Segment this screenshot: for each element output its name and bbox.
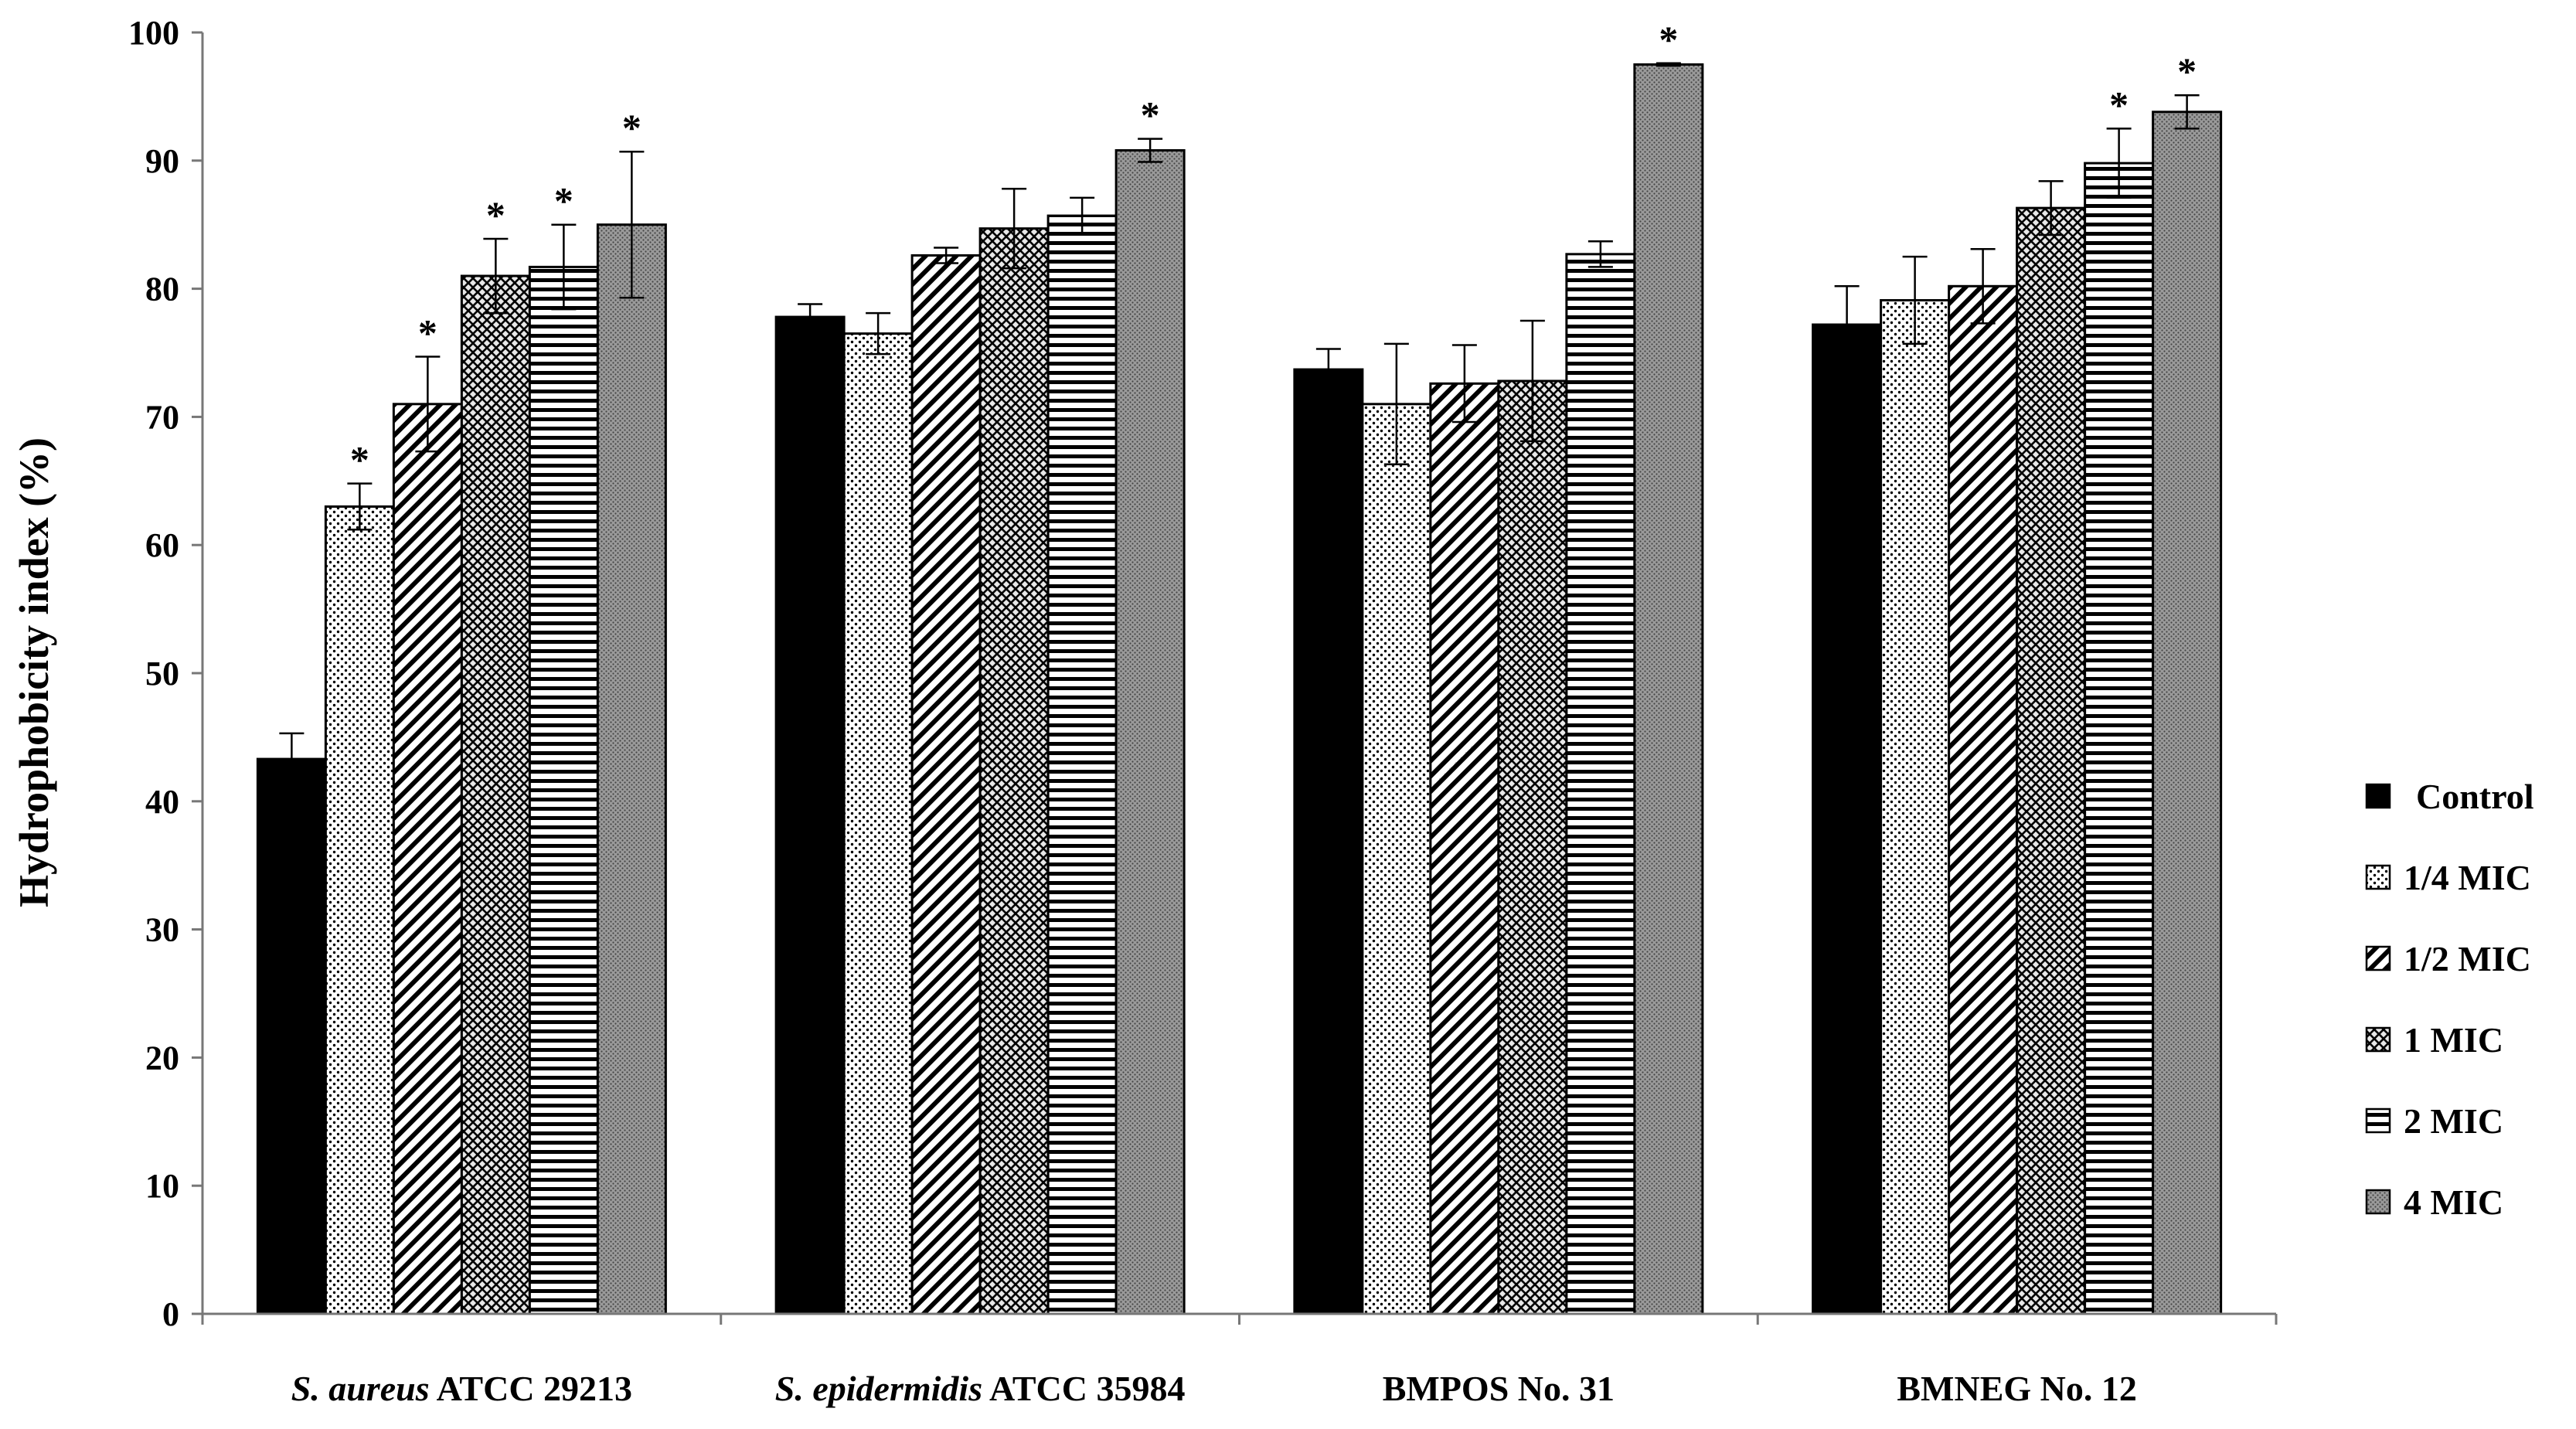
bar-2-mic-cat0	[528, 265, 599, 1315]
legend-label: 2 MIC	[2404, 1101, 2503, 1141]
y-axis-title: Hydrophobicity index (%)	[11, 437, 57, 907]
bar-control-cat3	[1812, 323, 1883, 1315]
y-tick-label: 70	[145, 398, 179, 436]
significance-marker: *	[350, 438, 369, 481]
bar-1-mic-cat3	[2016, 206, 2087, 1315]
bar-1-2-mic-cat1	[910, 253, 982, 1315]
bar-control-cat2	[1293, 368, 1364, 1315]
bar-2-mic-cat3	[2084, 162, 2155, 1315]
bar-1-4-mic-cat2	[1361, 403, 1432, 1315]
bar-1-mic-cat0	[460, 274, 531, 1315]
bar-1-2-mic-cat3	[1948, 284, 2019, 1315]
legend-swatch	[2365, 1026, 2391, 1053]
bar-1-4-mic-cat0	[324, 505, 395, 1315]
bar-4-mic-cat3	[2152, 111, 2223, 1315]
category-label-text: ATCC 29213	[430, 1369, 632, 1408]
y-tick-label: 20	[145, 1039, 179, 1077]
y-tick-label: 40	[145, 783, 179, 821]
bar-4-mic-cat0	[596, 223, 667, 1315]
legend-label: 1/4 MIC	[2404, 858, 2531, 897]
significance-marker: *	[1659, 18, 1678, 61]
category-label-italic: S. epidermidis	[775, 1369, 982, 1408]
bar-4-mic-cat1	[1114, 149, 1186, 1315]
bars-layer: * * * * * * * * *	[256, 18, 2223, 1315]
bar-2-mic-cat1	[1046, 214, 1118, 1315]
y-tick-label: 30	[145, 911, 179, 949]
significance-marker: *	[1141, 94, 1160, 137]
bar-1-4-mic-cat1	[842, 332, 914, 1315]
category-label: BMPOS No. 31	[1383, 1369, 1615, 1408]
category-label-italic: S. aureus	[291, 1369, 430, 1408]
legend-swatch	[2365, 945, 2391, 971]
bar-2-mic-cat2	[1565, 253, 1636, 1315]
category-label: S. epidermidis ATCC 35984	[775, 1369, 1186, 1408]
bar-control-cat0	[256, 757, 327, 1315]
y-tick-label: 90	[145, 142, 179, 180]
bar-1-mic-cat1	[978, 227, 1050, 1315]
significance-marker: *	[2109, 83, 2129, 126]
category-label-text: ATCC 35984	[982, 1369, 1185, 1408]
y-axis-title-group: Hydrophobicity index (%)	[11, 437, 57, 907]
legend-swatch	[2365, 1189, 2391, 1215]
y-ticks-layer: 0 10 20 30 40 50 60 70 80 90 100	[128, 14, 202, 1333]
significance-marker: *	[2177, 49, 2197, 93]
category-label: BMNEG No. 12	[1897, 1369, 2137, 1408]
y-tick-label: 80	[145, 270, 179, 308]
category-label-text: BMPOS No. 31	[1383, 1369, 1615, 1408]
significance-marker: *	[486, 193, 505, 236]
y-tick-label: 50	[145, 655, 179, 692]
y-tick-label: 100	[128, 14, 179, 52]
bar-1-2-mic-cat2	[1429, 382, 1500, 1315]
legend-label: 1/2 MIC	[2404, 939, 2531, 978]
significance-marker: *	[622, 106, 641, 149]
bar-1-2-mic-cat0	[392, 403, 463, 1315]
category-label-text: BMNEG No. 12	[1897, 1369, 2137, 1408]
category-label: S. aureus ATCC 29213	[291, 1369, 632, 1408]
legend-swatch	[2365, 783, 2391, 809]
significance-marker: *	[418, 311, 437, 354]
y-tick-label: 10	[145, 1167, 179, 1205]
legend-swatch	[2365, 864, 2391, 890]
bar-1-mic-cat2	[1497, 379, 1568, 1315]
legend-label: 1 MIC	[2404, 1020, 2503, 1060]
legend-label: Control	[2416, 777, 2534, 816]
bar-control-cat1	[774, 315, 846, 1315]
bar-4-mic-cat2	[1633, 63, 1704, 1315]
legend-label: 4 MIC	[2404, 1182, 2503, 1222]
y-tick-label: 0	[162, 1295, 179, 1333]
y-tick-label: 60	[145, 526, 179, 564]
bar-1-4-mic-cat3	[1880, 299, 1951, 1315]
legend: Control 1/4 MIC 1/2 MIC 1 MIC 2 MIC 4 MIC	[2365, 777, 2534, 1222]
legend-swatch	[2365, 1107, 2391, 1134]
significance-marker: *	[554, 179, 573, 223]
x-labels-layer: S. aureus ATCC 29213 S. epidermidis ATCC …	[291, 1369, 2137, 1408]
